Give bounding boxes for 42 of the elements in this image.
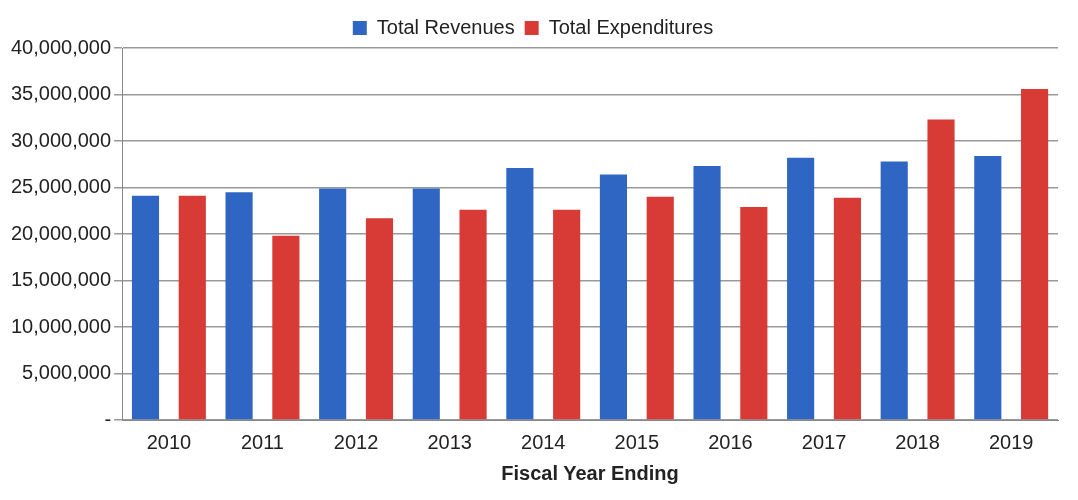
bar: [412, 188, 440, 420]
x-tick-label: 2015: [614, 430, 660, 453]
y-tick-label: 5,000,000: [22, 361, 112, 384]
bar: [599, 174, 628, 420]
bar: [880, 161, 908, 420]
bar: [740, 207, 768, 420]
x-tick-label: 2017: [801, 430, 847, 453]
x-tick-label: 2012: [333, 430, 379, 453]
bar: [459, 209, 487, 420]
y-tick-label: 35,000,000: [10, 82, 112, 105]
y-tick-label: 25,000,000: [10, 175, 112, 198]
bar: [927, 119, 955, 420]
bar: [553, 209, 581, 420]
bar: [178, 195, 206, 420]
x-tick-label: 2011: [240, 430, 284, 453]
x-tick-label: 2013: [427, 430, 472, 453]
y-tick-label: 15,000,000: [10, 268, 112, 291]
bar: [319, 188, 347, 420]
y-tick-label: 30,000,000: [10, 128, 112, 151]
bar: [693, 166, 721, 420]
x-tick-label: 2018: [895, 430, 940, 453]
bar: [787, 157, 815, 420]
bar: [506, 167, 534, 420]
y-tick-label: 20,000,000: [10, 221, 112, 244]
bar: [272, 235, 300, 420]
x-tick-label: 2014: [521, 430, 566, 453]
y-tick-label: 10,000,000: [10, 314, 112, 337]
bar: [974, 155, 1002, 420]
bar: [365, 218, 394, 420]
bar: [1021, 88, 1049, 420]
bar: [646, 196, 674, 420]
y-tick-label: -: [104, 407, 112, 430]
bar: [833, 197, 861, 420]
x-axis-title: Fiscal Year Ending: [501, 461, 679, 484]
bar: [131, 195, 160, 420]
x-tick-label: 2016: [708, 430, 753, 453]
y-tick-label: 40,000,000: [10, 35, 112, 58]
x-tick-label: 2010: [146, 430, 192, 453]
legend-label: Total Expenditures: [548, 15, 714, 38]
legend-label: Total Revenues: [376, 15, 515, 38]
bar: [225, 192, 253, 420]
x-tick-label: 2019: [988, 430, 1034, 453]
